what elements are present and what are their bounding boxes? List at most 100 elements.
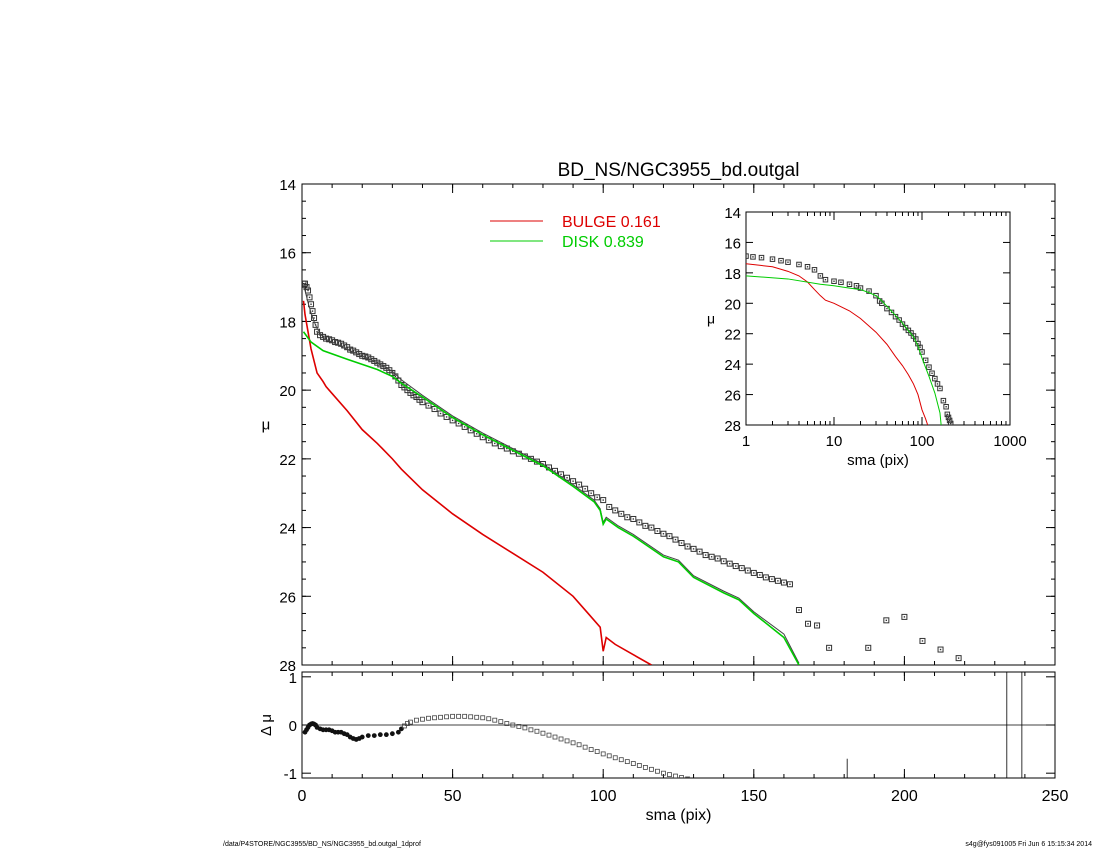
data-point-dot (686, 545, 689, 548)
inset-data-point-dot (819, 275, 822, 277)
inset-data-point-dot (921, 351, 923, 353)
resid-point (402, 723, 407, 729)
data-point-dot (614, 509, 616, 512)
data-point-dot (319, 334, 321, 336)
data-point-dot (692, 548, 695, 550)
data-point-dot (957, 657, 960, 659)
resid-point (492, 717, 498, 723)
resid-point (600, 751, 606, 757)
data-point-dot (355, 351, 357, 354)
data-point-dot (807, 623, 809, 625)
data-point-dot (340, 343, 342, 345)
data-point-dot (316, 331, 318, 333)
y-tick-label: 20 (279, 383, 296, 400)
y-tick-label: 24 (279, 521, 296, 538)
inset-data-point (899, 321, 906, 327)
data-point-dot (777, 580, 779, 582)
inset-y-tick-label: 28 (724, 418, 741, 435)
inset-data-point (811, 267, 818, 273)
inset-data-point (873, 292, 879, 299)
inset-data-point-dot (806, 266, 809, 268)
inset-data-point (866, 288, 872, 294)
data-point-dot (370, 358, 372, 360)
data-point-dot (494, 442, 496, 445)
data-point-dot (412, 394, 415, 396)
inset-data-point-dot (833, 280, 835, 282)
inset-data-point-dot (946, 413, 949, 416)
resid-point (667, 772, 672, 778)
data-point-dot (680, 542, 683, 544)
resid-point (395, 729, 401, 735)
data-point-dot (445, 416, 448, 418)
data-point-dot (482, 436, 484, 438)
resid-point (588, 747, 594, 752)
main-y-label: μ (262, 417, 271, 434)
resid-point (564, 738, 570, 744)
y-tick-label: 18 (279, 314, 296, 331)
inset-data-point-dot (947, 416, 950, 419)
x-tick-label: 200 (891, 788, 918, 805)
data-point-dot (304, 282, 306, 285)
x-axis-label: sma (pix) (646, 807, 712, 824)
data-point (606, 503, 613, 510)
series-line-bulge (302, 300, 652, 665)
data-point-dot (753, 572, 755, 574)
inset-data-point (947, 420, 954, 425)
data-point (795, 607, 802, 614)
data-point (371, 357, 378, 364)
data-point-dot (572, 480, 574, 482)
data-point-dot (560, 473, 562, 476)
inset-data-point-dot (746, 255, 747, 257)
data-point-dot (674, 538, 677, 541)
data-point (919, 637, 926, 644)
data-point (744, 567, 751, 574)
data-point-dot (716, 557, 719, 560)
resid-point (365, 733, 371, 738)
inset-data-point (846, 281, 853, 288)
resid-point (594, 749, 600, 754)
inset-data-point-dot (894, 315, 897, 318)
inset-data-point-dot (917, 342, 919, 345)
data-point-dot (747, 569, 749, 572)
resid-point (558, 736, 564, 742)
inset-data-point (857, 285, 864, 291)
data-point (630, 515, 637, 522)
data-point-dot (566, 477, 568, 479)
data-point-dot (554, 470, 556, 472)
resid-point (606, 753, 612, 759)
inset-y-tick-label: 24 (724, 357, 741, 374)
inset-data-point (888, 309, 895, 316)
data-point-dot (656, 530, 659, 532)
inset-data-point (929, 370, 935, 377)
resid-point (624, 759, 630, 765)
legend-label: BULGE 0.161 (562, 214, 661, 231)
data-point-dot (427, 404, 430, 407)
inset-data-point-dot (890, 311, 893, 314)
data-point (302, 280, 309, 287)
data-point (356, 351, 363, 358)
inset-plot-area (746, 253, 954, 425)
inset-data-point-dot (942, 399, 945, 402)
data-point-dot (328, 338, 330, 340)
data-point-dot (352, 349, 354, 352)
resid-point (516, 724, 522, 729)
data-point-dot (421, 401, 424, 403)
inset-frame (745, 211, 1011, 426)
data-point-dot (325, 337, 327, 340)
data-point-dot (433, 408, 436, 410)
data-point-dot (783, 581, 785, 584)
main-panel: BD_NS/NGC3955_bd.outgal μ 14 16 18 20 22 24 26 28… (262, 160, 1056, 675)
inset-data-point-dot (760, 256, 763, 259)
resid-point (534, 728, 540, 734)
series-line-disk (302, 331, 800, 665)
inset-data-point-dot (901, 323, 904, 325)
data-point (726, 560, 733, 567)
data-point-dot (668, 535, 671, 537)
inset-x-tick-label: 10 (826, 433, 843, 450)
inset-data-point-dot (798, 263, 800, 266)
inset-x-tick-label: 1 (742, 433, 750, 450)
resid-point (486, 716, 492, 722)
data-point (678, 540, 685, 547)
data-point-dot (584, 488, 586, 490)
